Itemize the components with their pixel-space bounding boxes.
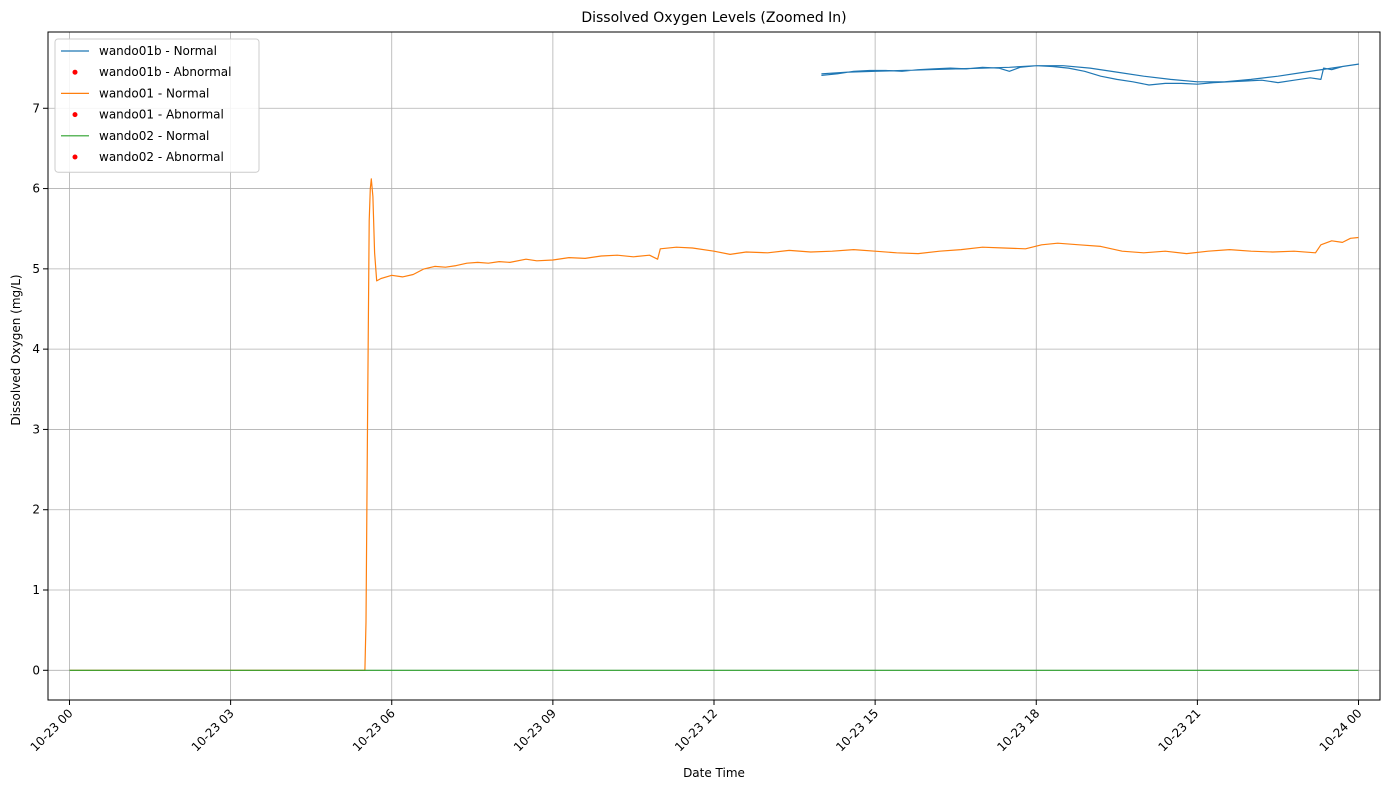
legend-label: wando02 - Abnormal xyxy=(99,150,224,164)
y-axis: 0 1 2 3 4 5 6 7 xyxy=(32,101,48,677)
x-tick-label: 10-23 03 xyxy=(189,706,237,754)
x-tick-label: 10-24 00 xyxy=(1317,706,1365,754)
y-tick-label: 2 xyxy=(32,503,40,517)
legend-label: wando01 - Abnormal xyxy=(99,108,224,122)
y-tick-label: 1 xyxy=(32,583,40,597)
legend: wando01b - Normal wando01b - Abnormal wand… xyxy=(54,38,260,173)
legend-box xyxy=(54,38,260,173)
series-line xyxy=(821,63,1360,86)
y-tick-label: 3 xyxy=(32,422,40,436)
x-axis-label: Date Time xyxy=(683,766,745,780)
y-tick-label: 7 xyxy=(32,101,40,115)
legend-label: wando02 - Normal xyxy=(99,129,209,143)
y-tick-label: 5 xyxy=(32,262,40,276)
legend-swatch xyxy=(72,69,78,75)
legend-swatch xyxy=(72,154,78,160)
x-tick-label: 10-23 00 xyxy=(28,706,76,754)
series-layer xyxy=(69,63,1360,671)
x-tick-label: 10-23 09 xyxy=(511,706,559,754)
legend-swatch xyxy=(72,112,78,118)
y-tick-label: 6 xyxy=(32,182,40,196)
x-tick-label: 10-23 12 xyxy=(672,706,720,754)
x-axis: 10-23 00 10-23 03 10-23 06 10-23 09 10-23 12… xyxy=(28,700,1365,754)
chart-title: Dissolved Oxygen Levels (Zoomed In) xyxy=(581,10,846,26)
y-tick-label: 4 xyxy=(32,342,40,356)
x-tick-label: 10-23 18 xyxy=(994,706,1042,754)
legend-label: wando01b - Abnormal xyxy=(99,65,231,79)
y-tick-label: 0 xyxy=(32,663,40,677)
legend-label: wando01b - Normal xyxy=(99,44,217,58)
y-axis-label: Dissolved Oxygen (mg/L) xyxy=(9,274,23,425)
x-tick-label: 10-23 15 xyxy=(833,706,881,754)
series-line xyxy=(69,178,1359,671)
legend-label: wando01 - Normal xyxy=(99,86,209,100)
x-tick-label: 10-23 21 xyxy=(1155,706,1203,754)
x-tick-label: 10-23 06 xyxy=(350,706,398,754)
